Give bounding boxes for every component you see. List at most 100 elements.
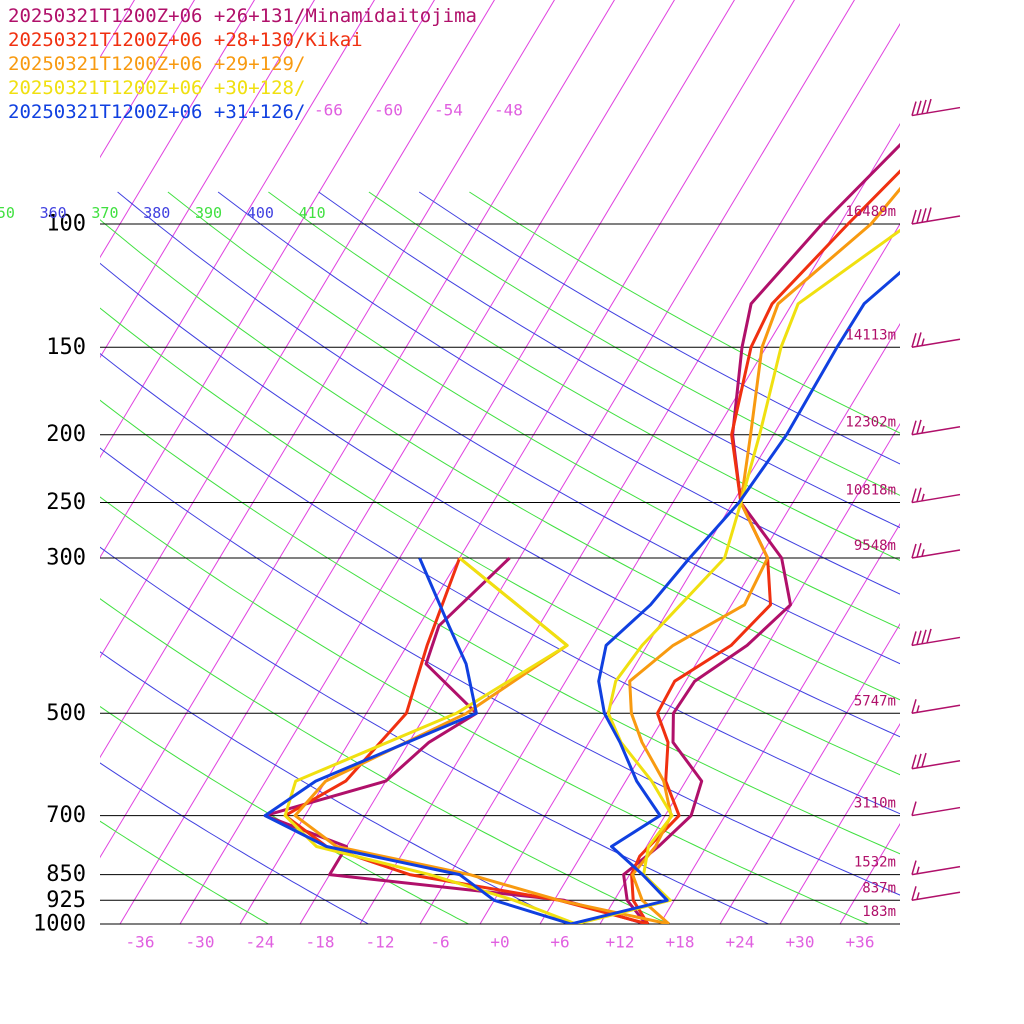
x-tick-label: +24 [726,933,755,952]
isotherm-line [119,0,675,924]
wind-barb-full [911,860,917,875]
wind-barb-full [911,543,917,559]
wind-barb-staff [911,865,961,876]
wind-barb-full [911,101,917,116]
isotherm-line [659,523,900,924]
theta-label: 410 [299,204,326,222]
legend-entry-0: 20250321T1200Z+06 +26+131/Minamidaitojim… [8,5,477,27]
wind-barb-full [911,631,917,646]
wind-barb-full [916,630,922,645]
isobar-grid [100,223,900,925]
dry-adiabat-line [100,762,369,924]
wind-barb-staff [911,891,961,902]
legend-entry-2: 20250321T1200Z+06 +29+129/ [8,53,306,75]
dewpoint-line-3 [283,556,577,924]
height-label: 9548m [854,538,896,554]
pressure-tick-label: 250 [46,490,86,515]
pressure-tick-label: 300 [46,545,86,570]
height-label: 10818m [845,483,896,499]
pressure-tick-label: 150 [46,335,86,360]
dry-adiabat-line [117,191,900,665]
dewpoint-line-2 [293,556,670,924]
wind-barb-full [916,100,922,115]
isotherm-line [779,723,900,924]
dry-adiabat-line [318,191,900,529]
pressure-tick-label: 700 [46,803,86,828]
wind-barb-full [926,98,932,114]
isotherm-line [899,923,900,924]
pressure-tick-label: 100 [46,212,86,237]
isotherm-line [100,0,375,459]
x-tick-label: +0 [490,933,509,952]
theta-label: 370 [91,204,118,222]
x-tick-label: -12 [366,933,395,952]
isotherm-line [100,0,315,359]
wind-barb-staff [911,215,961,225]
isotherm-line [599,423,900,924]
pressure-tick-label: 850 [46,862,86,887]
dry-adiabat-line [100,307,900,776]
isotherm-line [0,0,160,924]
dry-adiabat-line [100,353,900,815]
isotherm-line [100,0,255,259]
legend-entry-4: 20250321T1200Z+06 +31+126/ [8,101,306,123]
isotherm-label: -60 [374,101,403,120]
wind-barb-full [911,333,917,348]
dry-adiabat-line [100,705,469,924]
wind-barb-full [911,699,917,714]
wind-barb-staff [911,704,961,715]
x-tick-label: +30 [786,933,815,952]
height-label: 14113m [845,327,896,343]
height-label: 16489m [845,204,896,220]
legend: 20250321T1200Z+06 +26+131/Minamidaitojim… [8,4,477,124]
wind-barbs [911,98,961,902]
height-label: 183m [862,904,896,920]
wind-barb-half [916,892,920,900]
theta-label: 400 [247,204,274,222]
x-tick-label: +6 [550,933,569,952]
isotherm-line [179,0,735,924]
isotherm-label: -54 [434,101,463,120]
wind-barb-full [916,419,922,435]
wind-barb-staff [911,806,961,817]
theta-label: 350 [0,204,15,222]
height-label: 3110m [854,796,896,812]
temperature-line-4 [570,270,900,924]
isotherm-line [359,23,900,924]
wind-barb-half [921,425,925,434]
isotherm-line [839,823,900,924]
isotherm-line [479,223,900,924]
wind-barb-half [916,866,920,874]
theta-label: 390 [195,204,222,222]
dewpoint-line-1 [283,557,649,924]
wind-barb-full [926,207,932,222]
dry-adiabat-line [100,262,900,738]
wind-barb-full [911,420,917,435]
dry-adiabat-grid [100,191,900,924]
dewpoint-line-0 [263,556,647,924]
legend-entry-1: 20250321T1200Z+06 +28+130/Kikai [8,29,363,51]
dewpoint-line-4 [263,557,572,924]
isotherm-line [239,0,795,924]
isotherm-line [299,0,855,924]
dry-adiabat-line [217,191,900,595]
wind-barb-half [916,705,920,713]
wind-barb-staff [911,636,961,647]
wind-barb-full [921,629,927,644]
isotherm-grid [0,0,1024,924]
height-label: 837m [862,880,896,896]
isotherm-line [100,0,135,59]
isotherm-label: -48 [494,101,523,120]
wind-barb-full [911,209,917,225]
wind-barb-full [911,488,917,503]
isotherm-line [1020,0,1024,924]
dry-adiabat-line [268,191,900,561]
x-tick-label: -30 [186,933,215,952]
temperature-line-0 [622,142,900,924]
isotherm-line [100,0,615,859]
wind-barb-staff [911,493,961,504]
height-label: 5747m [854,693,896,709]
dry-adiabat-line [167,191,900,629]
dry-adiabat-line [100,598,669,924]
wind-barb-full [916,332,922,347]
